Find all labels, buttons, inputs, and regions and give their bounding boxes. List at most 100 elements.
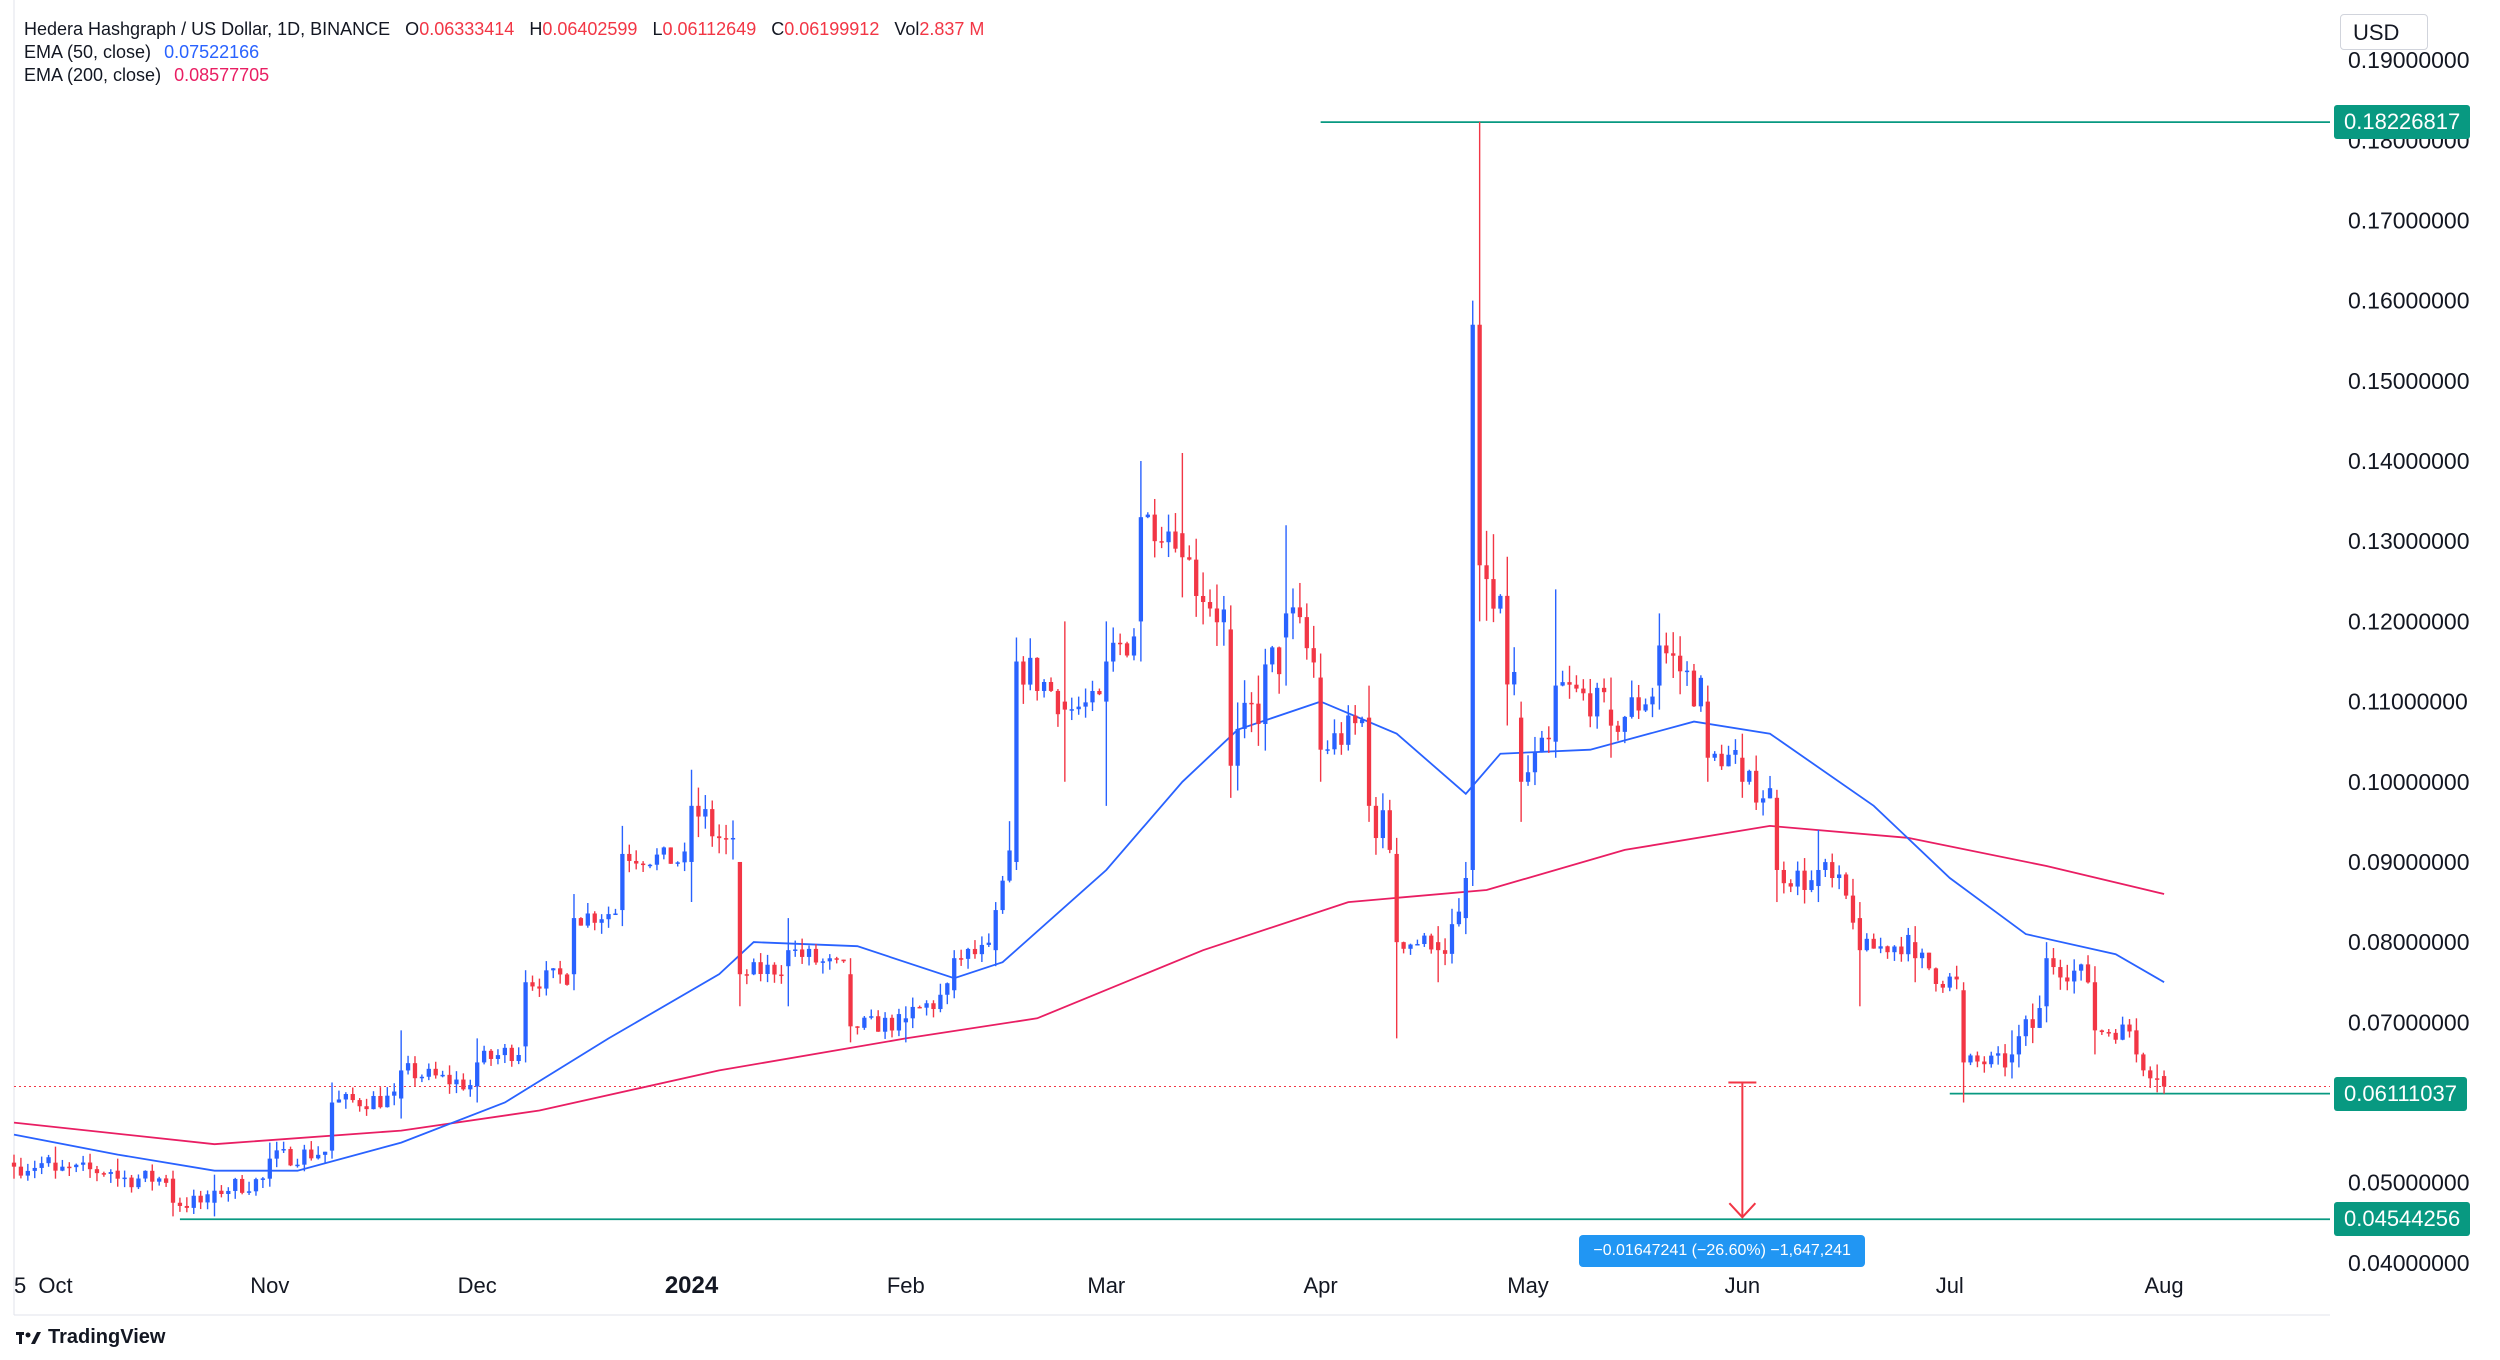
candle-down[interactable]: [717, 836, 722, 839]
candle-up[interactable]: [1595, 687, 1600, 717]
candle-up[interactable]: [1090, 690, 1095, 703]
candle-up[interactable]: [862, 1017, 867, 1028]
candle-up[interactable]: [2023, 1019, 2028, 1037]
candle-down[interactable]: [240, 1178, 245, 1193]
candle-down[interactable]: [2065, 977, 2070, 982]
candle-up[interactable]: [1767, 788, 1773, 799]
legend-row-ema200[interactable]: EMA (200, close) 0.08577705: [24, 64, 984, 87]
candle-up[interactable]: [322, 1151, 328, 1155]
candle-up[interactable]: [1145, 514, 1150, 518]
candle-up[interactable]: [1892, 946, 1897, 953]
candle-up[interactable]: [979, 944, 985, 955]
candle-down[interactable]: [772, 964, 777, 975]
candle-down[interactable]: [1615, 725, 1621, 732]
candle-down[interactable]: [1401, 942, 1406, 949]
candle-down[interactable]: [627, 853, 632, 861]
candle-down[interactable]: [2148, 1070, 2153, 1079]
candle-up[interactable]: [1014, 661, 1019, 862]
candle-up[interactable]: [1650, 696, 1655, 705]
candle-up[interactable]: [1290, 607, 1296, 614]
candle-down[interactable]: [1601, 687, 1607, 693]
candle-up[interactable]: [793, 949, 798, 951]
candle-up[interactable]: [502, 1047, 507, 1056]
candle-down[interactable]: [1021, 661, 1026, 685]
candle-down[interactable]: [530, 982, 535, 987]
candle-up[interactable]: [1332, 733, 1337, 750]
candle-down[interactable]: [1214, 608, 1220, 623]
candle-down[interactable]: [101, 1173, 107, 1175]
candle-up[interactable]: [246, 1191, 252, 1193]
candle-down[interactable]: [1318, 677, 1323, 750]
candle-up[interactable]: [1919, 952, 1925, 959]
candle-up[interactable]: [1864, 938, 1869, 951]
candle-down[interactable]: [1913, 942, 1918, 959]
candle-up[interactable]: [1422, 935, 1427, 945]
candle-down[interactable]: [834, 958, 839, 960]
candle-up[interactable]: [2078, 964, 2084, 971]
candle-up[interactable]: [1747, 770, 1752, 782]
candle-down[interactable]: [1505, 595, 1510, 685]
candle-down[interactable]: [1740, 757, 1745, 782]
candle-up[interactable]: [896, 1014, 902, 1031]
candle-up[interactable]: [343, 1094, 348, 1100]
candle-up[interactable]: [157, 1178, 162, 1182]
candle-down[interactable]: [412, 1063, 418, 1079]
candle-up[interactable]: [1622, 716, 1627, 732]
candle-down[interactable]: [1754, 770, 1759, 803]
candle-down[interactable]: [150, 1170, 155, 1182]
candle-up[interactable]: [730, 837, 736, 840]
candle-up[interactable]: [1242, 702, 1247, 729]
candle-up[interactable]: [1470, 324, 1475, 870]
candle-down[interactable]: [2134, 1030, 2139, 1055]
candle-up[interactable]: [426, 1068, 431, 1077]
candle-up[interactable]: [1947, 976, 1952, 988]
candle-up[interactable]: [551, 968, 556, 971]
candle-up[interactable]: [1415, 944, 1420, 946]
candle-up[interactable]: [2120, 1024, 2125, 1040]
candle-up[interactable]: [1069, 709, 1074, 711]
candle-down[interactable]: [1194, 559, 1199, 597]
candle-up[interactable]: [675, 862, 680, 864]
candle-down[interactable]: [744, 974, 749, 976]
candle-up[interactable]: [80, 1162, 86, 1165]
candle-up[interactable]: [585, 913, 590, 926]
plot-area[interactable]: [14, 0, 2330, 1315]
candle-up[interactable]: [1809, 880, 1814, 890]
candle-down[interactable]: [1982, 1061, 1987, 1065]
candle-down[interactable]: [1484, 565, 1489, 580]
candle-down[interactable]: [1802, 870, 1807, 890]
candle-up[interactable]: [1698, 677, 1704, 707]
candle-down[interactable]: [18, 1166, 24, 1176]
candle-down[interactable]: [558, 968, 563, 975]
candle-up[interactable]: [613, 913, 618, 916]
candle-up[interactable]: [122, 1177, 127, 1180]
candle-down[interactable]: [461, 1079, 466, 1090]
candle-down[interactable]: [1843, 874, 1849, 896]
candle-down[interactable]: [1118, 642, 1123, 645]
candle-down[interactable]: [1200, 596, 1206, 603]
candle-down[interactable]: [1055, 690, 1061, 715]
candle-down[interactable]: [1048, 682, 1054, 691]
candle-up[interactable]: [336, 1099, 342, 1103]
candle-down[interactable]: [1850, 895, 1856, 923]
candle-up[interactable]: [1408, 944, 1413, 949]
candle-up[interactable]: [689, 805, 694, 862]
candle-down[interactable]: [696, 805, 701, 817]
candle-down[interactable]: [1311, 648, 1316, 663]
candle-down[interactable]: [2113, 1032, 2118, 1040]
candle-down[interactable]: [1546, 737, 1551, 740]
candle-up[interactable]: [1104, 661, 1109, 702]
candle-down[interactable]: [11, 1162, 17, 1167]
candle-down[interactable]: [1664, 645, 1669, 654]
candle-down[interactable]: [889, 1017, 895, 1031]
candle-down[interactable]: [1097, 690, 1102, 695]
candle-down[interactable]: [364, 1106, 369, 1110]
tradingview-brand[interactable]: TradingView: [16, 1326, 165, 1349]
candle-down[interactable]: [972, 948, 978, 955]
candle-up[interactable]: [606, 914, 611, 920]
candle-down[interactable]: [1256, 703, 1261, 724]
legend-row-ema50[interactable]: EMA (50, close) 0.07522166: [24, 41, 984, 64]
candle-down[interactable]: [1339, 733, 1344, 745]
candle-up[interactable]: [1263, 664, 1268, 724]
candle-up[interactable]: [329, 1102, 335, 1151]
